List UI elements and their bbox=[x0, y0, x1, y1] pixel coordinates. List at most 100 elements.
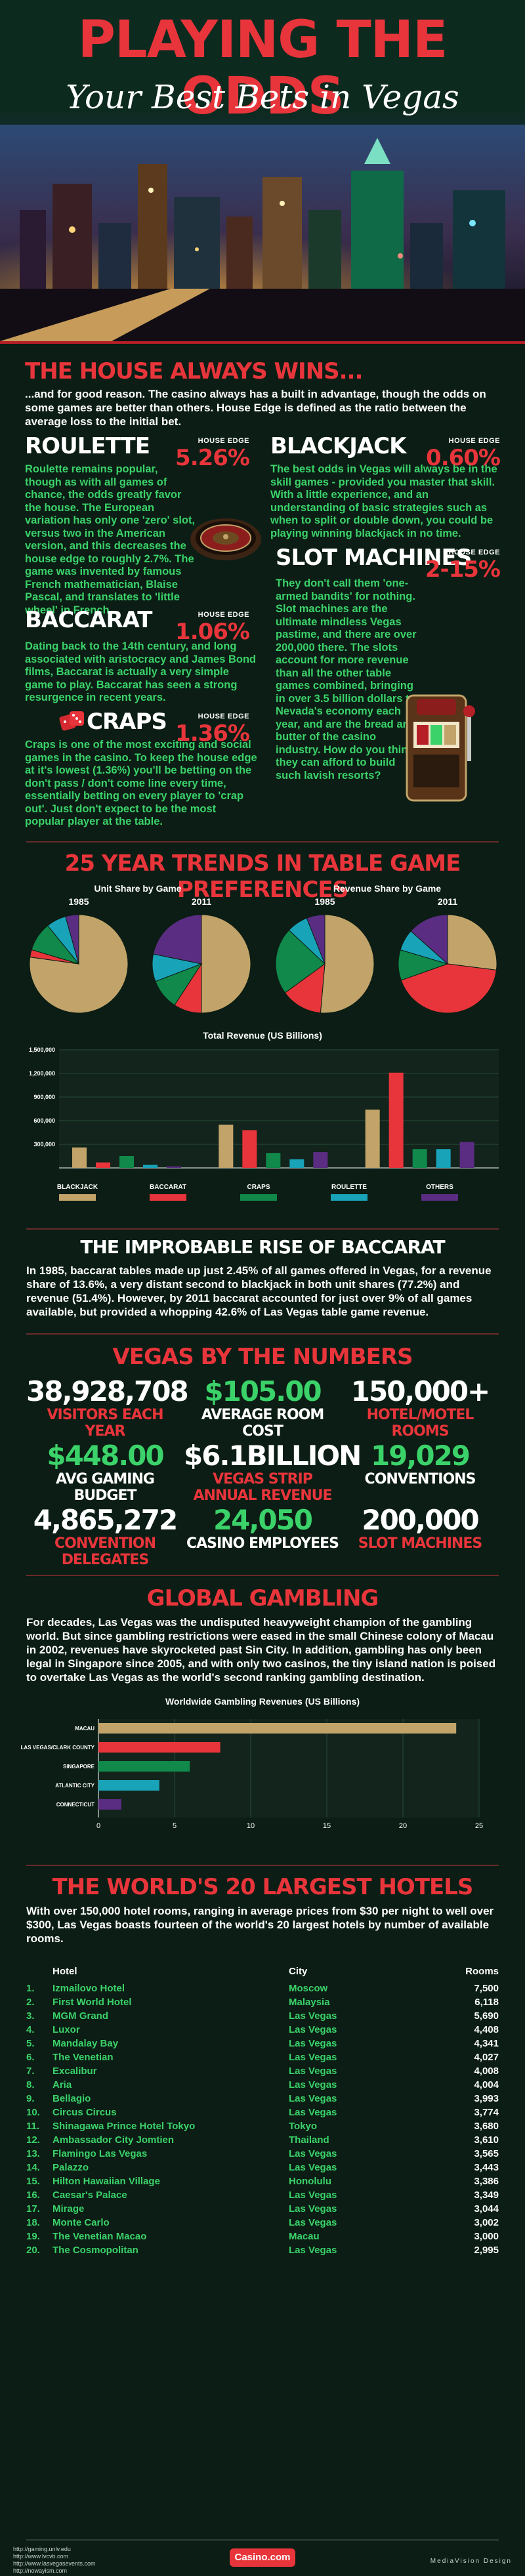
hotel-city: Las Vegas bbox=[289, 2190, 337, 2201]
roulette-text: Roulette remains popular, though as with… bbox=[25, 463, 196, 616]
category-label: CONNECTICUT bbox=[56, 1802, 94, 1808]
table-row: 6. The Venetian Las Vegas 4,027 bbox=[26, 2052, 499, 2066]
legend-label-roulette: ROULETTE bbox=[331, 1184, 367, 1191]
revenue-bar-macau bbox=[98, 1723, 457, 1734]
y-tick-label: 300,000 bbox=[33, 1141, 55, 1148]
footer-link[interactable]: http://www.lvcvb.com bbox=[13, 2553, 69, 2560]
pie-slice-baccarat bbox=[284, 963, 326, 1014]
hotel-name: Caesar's Palace bbox=[52, 2190, 127, 2201]
hotel-rooms: 4,027 bbox=[474, 2052, 499, 2063]
pie-slice-others bbox=[152, 914, 202, 965]
table-row: 14. Palazzo Las Vegas 3,443 bbox=[26, 2162, 499, 2176]
hotel-name: Mandalay Bay bbox=[52, 2038, 119, 2049]
city-column-header: City bbox=[289, 1966, 308, 1977]
hotel-city: Las Vegas bbox=[289, 2217, 337, 2228]
pie-slice-craps bbox=[275, 929, 326, 993]
slot-machines-edge-label: HOUSE EDGE bbox=[448, 549, 500, 556]
pie-year-2: 2011 bbox=[191, 896, 212, 907]
hotel-name: MGM Grand bbox=[52, 2010, 108, 2022]
worldwide-gambling-bar-chart: 0 5 10 15 20 25 MACAU LAS VEGAS/CLARK COUNTY SIN… bbox=[21, 1719, 483, 1830]
house-wins-intro: ...and for good reason. The casino alway… bbox=[25, 388, 486, 428]
global-gambling-text: For decades, Las Vegas was the undispute… bbox=[26, 1616, 496, 1684]
legend-label-blackjack: BLACKJACK bbox=[57, 1184, 98, 1191]
x-tick-label: 20 bbox=[399, 1822, 407, 1830]
hotel-name: Flamingo Las Vegas bbox=[52, 2148, 148, 2159]
baccarat-text: Dating back to the 14th century, and lon… bbox=[25, 640, 257, 703]
revenue-share-label: Revenue Share by Game bbox=[333, 883, 442, 894]
slot-machine-icon bbox=[406, 694, 475, 802]
hotels-intro: With over 150,000 hotel rooms, ranging i… bbox=[26, 1905, 494, 1945]
hotel-rooms: 5,690 bbox=[474, 2010, 499, 2022]
hotel-rank: 6. bbox=[26, 2052, 35, 2063]
stat-value: $448.00 bbox=[47, 1440, 164, 1472]
hotel-rooms: 7,500 bbox=[474, 1983, 499, 1994]
rooms-column-header: Rooms bbox=[465, 1966, 499, 1977]
revenue-chart-title: Total Revenue (US Billions) bbox=[203, 1030, 322, 1041]
legend-label-others: OTHERS bbox=[426, 1184, 453, 1191]
revenue-bar-roulette bbox=[289, 1159, 304, 1168]
hotel-name: Monte Carlo bbox=[52, 2217, 110, 2228]
craps-text: Craps is one of the most exciting and so… bbox=[25, 739, 257, 827]
stat-label: VISITORS EACH YEAR bbox=[47, 1407, 163, 1440]
hotel-rank: 11. bbox=[26, 2121, 40, 2132]
y-tick-label: 1,200,000 bbox=[29, 1070, 55, 1077]
category-label: MACAU bbox=[75, 1726, 94, 1732]
revenue-bar-baccarat bbox=[96, 1162, 110, 1168]
casino-logo[interactable]: Casino.com bbox=[230, 2548, 295, 2567]
hotel-rooms: 3,386 bbox=[474, 2176, 499, 2187]
slot-machines-text: They don't call them 'one-armed bandits'… bbox=[276, 577, 417, 781]
bar-group-year-label: 1985 bbox=[123, 1043, 142, 1044]
stat-label: CONVENTIONS bbox=[364, 1471, 476, 1487]
stat-label: AVG GAMING BUDGET bbox=[56, 1471, 155, 1504]
table-row: 4. Luxor Las Vegas 4,408 bbox=[26, 2024, 499, 2038]
hotel-city: Las Vegas bbox=[289, 2203, 337, 2214]
hero-banner: PLAYING THE ODDS Your Best Bets in Vegas bbox=[0, 0, 525, 341]
hotel-city: Thailand bbox=[289, 2134, 329, 2146]
revenue-bar-singapore bbox=[98, 1761, 190, 1772]
global-gambling-title: GLOBAL GAMBLING bbox=[146, 1585, 379, 1611]
hotel-city: Las Vegas bbox=[289, 2245, 337, 2256]
table-row: 13. Flamingo Las Vegas Las Vegas 3,565 bbox=[26, 2148, 499, 2162]
stat-label: HOTEL/MOTEL ROOMS bbox=[366, 1407, 474, 1440]
x-tick-label: 0 bbox=[96, 1822, 100, 1830]
bar-group-year-label: 1997 bbox=[270, 1043, 289, 1044]
y-tick-label: 900,000 bbox=[33, 1094, 55, 1100]
hotel-rank: 9. bbox=[26, 2093, 35, 2104]
hotel-rank: 20. bbox=[26, 2245, 40, 2256]
hero-subtitle: Your Best Bets in Vegas bbox=[66, 78, 459, 116]
hotel-name: Excalibur bbox=[52, 2066, 97, 2077]
pie-slice-blackjack bbox=[320, 914, 375, 1014]
hotel-name: Ambassador City Jomtien bbox=[52, 2134, 175, 2146]
hotel-city: Tokyo bbox=[289, 2121, 318, 2132]
hotel-rooms: 4,408 bbox=[474, 2024, 499, 2035]
table-row: 8. Aria Las Vegas 4,004 bbox=[26, 2079, 499, 2093]
pie-year-4: 2011 bbox=[437, 896, 458, 907]
hotel-rooms: 3,565 bbox=[474, 2148, 499, 2159]
hotel-rank: 3. bbox=[26, 2010, 35, 2022]
revenue-bar-craps bbox=[119, 1156, 134, 1168]
pie-slice-others bbox=[65, 914, 79, 965]
las-vegas-skyline-photo bbox=[0, 125, 525, 341]
revenue-bar-others bbox=[167, 1166, 181, 1168]
footer-link[interactable]: http://gaming.unlv.edu bbox=[13, 2546, 71, 2552]
table-row: 11. Shinagawa Prince Hotel Tokyo Tokyo 3,68… bbox=[26, 2121, 499, 2134]
hotel-rooms: 6,118 bbox=[474, 1997, 499, 2008]
y-tick-label: 1,500,000 bbox=[29, 1047, 55, 1053]
hotel-rank: 7. bbox=[26, 2066, 35, 2077]
hotel-name: The Cosmopolitan bbox=[52, 2245, 138, 2256]
revenue-bar-blackjack bbox=[365, 1110, 380, 1168]
hotel-name: Hilton Hawaiian Village bbox=[52, 2176, 160, 2187]
table-row: 16. Caesar's Palace Las Vegas 3,349 bbox=[26, 2190, 499, 2203]
stat-value: 38,928,708 bbox=[26, 1375, 189, 1407]
unit-share-label: Unit Share by Game bbox=[94, 883, 182, 894]
table-row: 17. Mirage Las Vegas 3,044 bbox=[26, 2203, 499, 2217]
footer-link[interactable]: http://nowayism.com bbox=[13, 2567, 68, 2574]
stat-label: VEGAS STRIP ANNUAL REVENUE bbox=[193, 1471, 332, 1504]
design-credit: MediaVision Design bbox=[430, 2558, 512, 2565]
footer-link[interactable]: http://www.lasvegasevents.com bbox=[13, 2560, 96, 2567]
stat-value: 19,029 bbox=[370, 1440, 471, 1472]
roulette-title: ROULETTE bbox=[25, 433, 150, 459]
legend-swatch-craps bbox=[240, 1194, 277, 1201]
hotel-rooms: 3,002 bbox=[474, 2217, 499, 2228]
